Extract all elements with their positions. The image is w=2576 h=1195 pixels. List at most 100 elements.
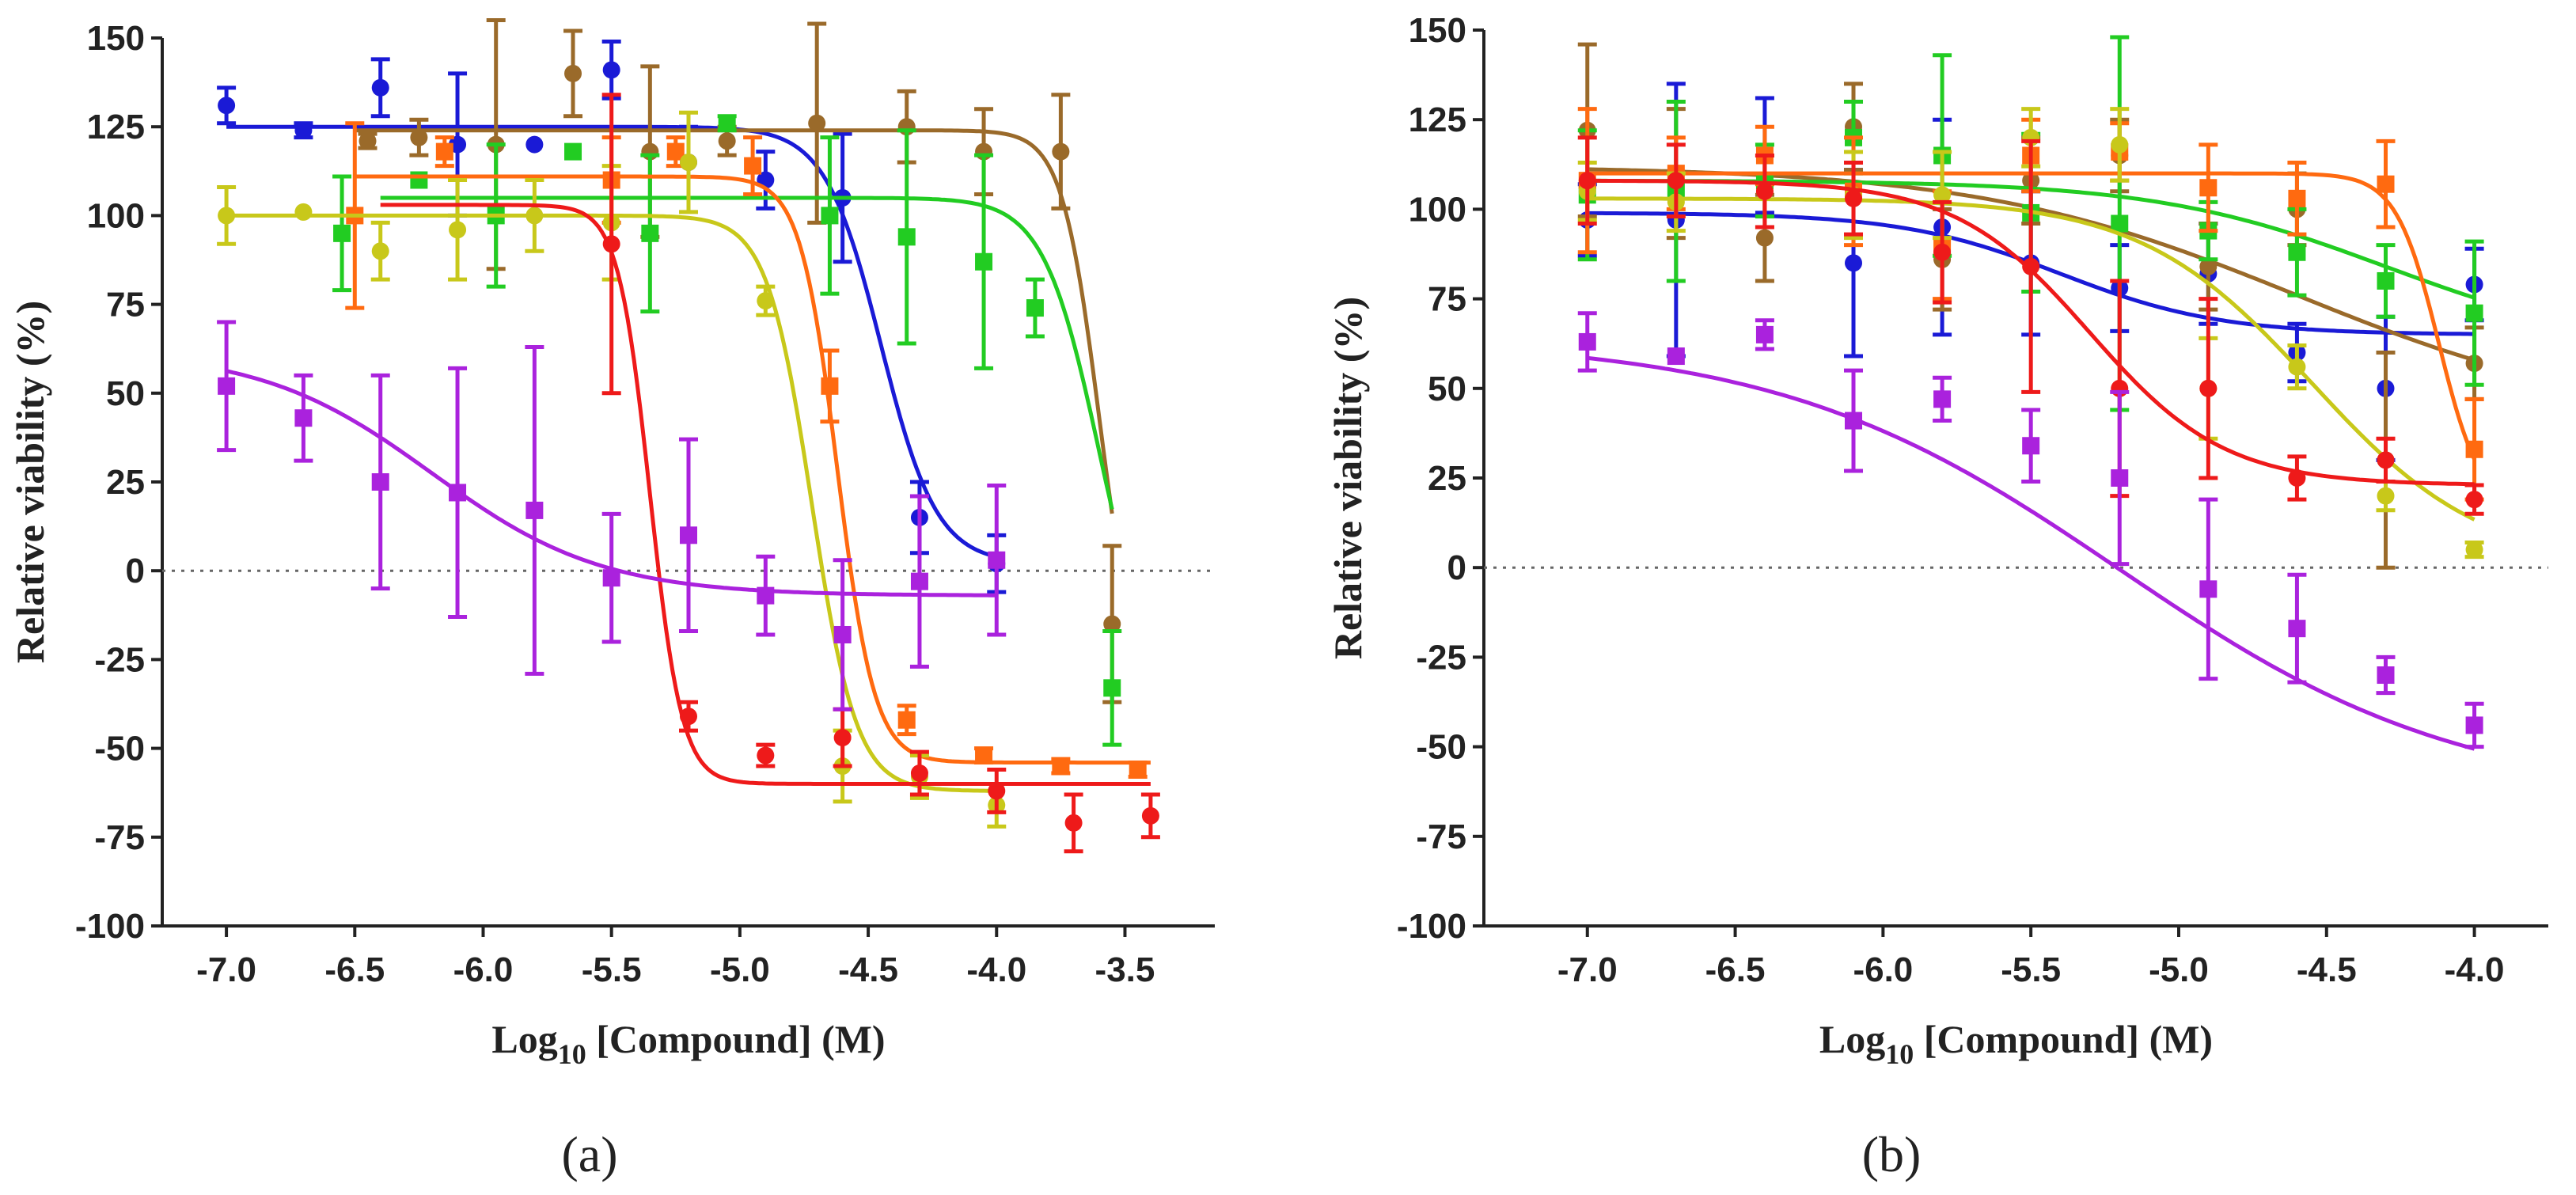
y-tick-label: 125 (1409, 101, 1466, 139)
x-axis-label-subscript: 10 (1885, 1038, 1914, 1070)
data-point (1755, 182, 1774, 200)
data-point (2465, 541, 2483, 559)
data-point (1845, 412, 1863, 430)
data-point (525, 135, 544, 154)
data-point (1578, 172, 1596, 190)
y-tick-label: 0 (126, 552, 145, 590)
y-axis-label: Relative viability (%) (8, 301, 52, 663)
data-point (833, 625, 852, 643)
data-point (410, 171, 428, 189)
y-tick-label: 100 (87, 196, 145, 235)
series-purple (1577, 311, 2484, 751)
y-axis-label: Relative viability (%) (1326, 297, 1370, 659)
panel-label: (a) (561, 1126, 617, 1182)
data-point (1845, 254, 1863, 272)
series-green (332, 114, 1122, 747)
y-tick-label: 125 (87, 108, 145, 146)
x-tick-label: -6.0 (453, 950, 514, 989)
data-point (988, 782, 1006, 800)
data-point (2465, 716, 2483, 734)
data-point (718, 114, 736, 132)
data-point (821, 207, 839, 225)
data-point (910, 764, 928, 783)
data-point (1129, 761, 1147, 779)
data-point (821, 377, 839, 395)
x-tick-label: -4.0 (2445, 950, 2505, 989)
data-point (2288, 243, 2306, 261)
data-point (1103, 615, 1121, 633)
data-point (2288, 358, 2306, 376)
data-point (1052, 757, 1070, 776)
data-point (2377, 175, 2395, 193)
y-tick-label: -25 (1416, 638, 1466, 677)
data-point (1755, 229, 1774, 247)
data-point (2111, 214, 2129, 233)
data-point (2465, 491, 2483, 509)
data-point (2288, 189, 2306, 207)
data-point (218, 97, 236, 115)
data-point (564, 142, 582, 161)
data-point (410, 128, 428, 146)
data-point (449, 221, 467, 239)
x-axis-label-prefix: Log (491, 1017, 557, 1061)
data-point (2199, 379, 2217, 397)
data-point (435, 142, 453, 161)
y-tick-label: 75 (1428, 280, 1466, 319)
y-tick-label: 50 (106, 374, 145, 413)
y-tick-label: 150 (87, 19, 145, 58)
data-point (525, 501, 544, 519)
chart-panel-b: -100 -75 -50 -25 0 25 50 75 100 125 150 -7.0 -6.5 -6.… (1326, 11, 2548, 1182)
y-tick-label: -100 (1397, 907, 1466, 946)
data-point (757, 586, 775, 605)
data-point (2288, 469, 2306, 487)
data-point (2199, 257, 2217, 275)
x-tick-label: -5.0 (710, 950, 770, 989)
y-tick-label: -75 (1416, 818, 1466, 856)
data-point (294, 409, 313, 427)
y-tick-label: 25 (1428, 459, 1466, 498)
y-tick-label: -50 (94, 730, 145, 768)
data-point (1667, 172, 1685, 190)
data-point (1141, 806, 1159, 825)
data-point (1052, 142, 1070, 161)
data-point (2199, 580, 2217, 598)
data-point (833, 729, 852, 747)
x-tick-label: -5.5 (582, 950, 642, 989)
data-point (718, 132, 736, 150)
data-point (2377, 271, 2395, 290)
x-tick-label: -4.0 (966, 950, 1026, 989)
data-point (2377, 451, 2395, 469)
y-tick-label: -50 (1416, 728, 1466, 767)
data-point (744, 157, 762, 175)
data-point (602, 61, 620, 79)
x-tick-label: -5.5 (2001, 950, 2061, 989)
data-point (2199, 179, 2217, 197)
series-purple (217, 320, 1007, 711)
panel-label: (b) (1862, 1126, 1922, 1182)
y-tick-label: 100 (1409, 190, 1466, 229)
fit-curve-red (380, 203, 1151, 786)
data-point (680, 526, 697, 544)
series-brown (355, 18, 1122, 704)
data-point (757, 746, 775, 764)
data-point (1103, 679, 1121, 697)
fit-curve-green (380, 195, 1114, 510)
data-point (1933, 243, 1952, 261)
data-point (2022, 257, 2040, 275)
fit-curve-brown (355, 128, 1114, 514)
x-tick-label: -7.0 (196, 950, 256, 989)
data-point (975, 252, 993, 271)
fit-curve-orange (355, 174, 1151, 765)
y-tick-label: -100 (75, 907, 145, 946)
data-point (525, 207, 544, 225)
data-point (910, 572, 928, 590)
data-point (1933, 390, 1952, 408)
data-point (218, 377, 236, 395)
data-point (218, 207, 236, 225)
data-point (897, 711, 916, 729)
data-point (641, 224, 659, 242)
data-point (564, 64, 582, 82)
data-point (666, 142, 685, 161)
data-point (897, 228, 916, 246)
